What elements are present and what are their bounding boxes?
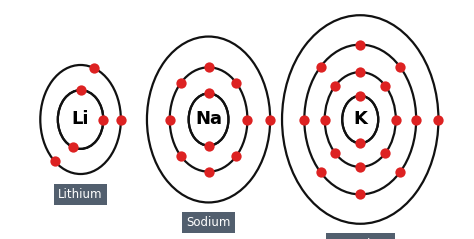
Point — [382, 151, 389, 155]
Point — [232, 154, 240, 158]
Point — [69, 145, 77, 149]
Point — [331, 84, 339, 88]
Text: Lithium: Lithium — [58, 188, 103, 201]
Point — [166, 118, 173, 121]
Point — [205, 92, 212, 95]
Point — [117, 118, 125, 121]
Point — [356, 165, 364, 169]
Point — [177, 81, 185, 85]
Text: Na: Na — [195, 110, 222, 129]
Point — [356, 94, 364, 98]
Point — [77, 88, 84, 92]
Point — [301, 118, 308, 121]
Point — [356, 192, 364, 196]
Point — [412, 118, 420, 121]
Point — [396, 171, 403, 174]
Point — [382, 84, 389, 88]
Text: Potassium: Potassium — [330, 238, 391, 239]
Point — [232, 81, 240, 85]
Point — [266, 118, 274, 121]
Text: K: K — [353, 110, 367, 129]
Point — [205, 65, 212, 69]
Point — [177, 154, 185, 158]
Point — [51, 159, 58, 163]
Point — [317, 65, 325, 68]
Text: Li: Li — [72, 110, 89, 129]
Point — [356, 70, 364, 74]
Point — [356, 141, 364, 145]
Point — [205, 170, 212, 174]
Point — [331, 151, 339, 155]
Point — [321, 118, 328, 121]
Point — [244, 118, 251, 121]
Point — [392, 118, 400, 121]
Point — [435, 118, 442, 121]
Text: Sodium: Sodium — [186, 216, 231, 229]
Point — [396, 65, 403, 68]
Point — [205, 144, 212, 147]
Point — [317, 171, 325, 174]
Point — [91, 66, 98, 70]
Point — [100, 118, 107, 121]
Point — [356, 43, 364, 47]
